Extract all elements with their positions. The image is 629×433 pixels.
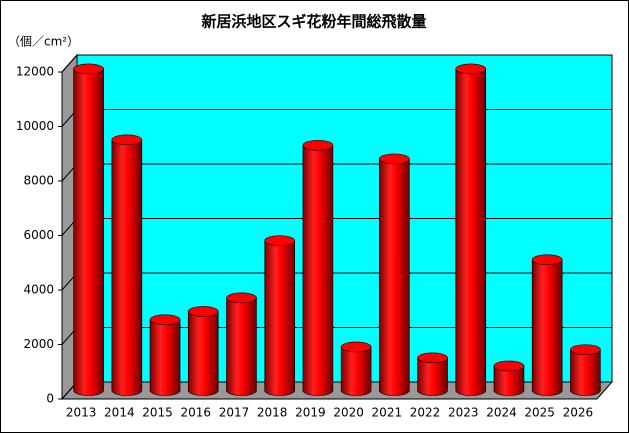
y-tick-label: 12000	[16, 65, 54, 79]
y-tick-label: 8000	[23, 174, 54, 188]
bar	[187, 311, 219, 396]
bar	[264, 240, 295, 396]
x-tick-label: 2014	[104, 406, 135, 420]
bar-top	[455, 63, 487, 75]
bar	[302, 144, 334, 396]
bar	[531, 259, 563, 396]
x-tick-label: 2013	[66, 406, 97, 420]
x-tick-label: 2016	[180, 406, 211, 420]
floor	[60, 381, 614, 400]
x-tick-label: 2015	[142, 406, 173, 420]
bar-top	[379, 153, 410, 165]
bar-top	[149, 314, 181, 325]
y-tick-label: 10000	[16, 119, 54, 133]
x-tick-label: 2018	[257, 406, 288, 420]
bar	[340, 346, 372, 396]
bar-top	[187, 306, 219, 317]
chart-title: 新居浜地区スギ花粉年間総飛散量	[201, 13, 426, 31]
y-tick-label: 6000	[23, 228, 54, 242]
bar	[111, 139, 143, 396]
x-tick-label: 2021	[372, 406, 403, 420]
bar	[149, 319, 181, 396]
bar	[493, 365, 525, 396]
x-tick-label: 2022	[410, 406, 441, 420]
y-tick-label: 2000	[23, 337, 54, 351]
bar-top	[111, 134, 143, 146]
bar-top	[340, 341, 372, 353]
bar	[455, 68, 487, 396]
bar	[226, 297, 257, 396]
bar-top	[226, 292, 257, 304]
bar-top	[73, 63, 104, 75]
bar-top	[531, 254, 563, 266]
grid-line	[61, 54, 612, 73]
bar-top	[570, 344, 601, 355]
bar-top	[264, 235, 295, 246]
bar	[73, 68, 104, 396]
x-tick-label: 2023	[448, 406, 479, 420]
bar	[570, 349, 601, 396]
bar	[379, 158, 410, 396]
bar-top	[417, 352, 448, 364]
x-tick-label: 2017	[219, 406, 250, 420]
x-tick-label: 2025	[524, 406, 555, 420]
bar-top	[493, 360, 525, 372]
y-tick-label: 4000	[23, 283, 54, 297]
x-tick-label: 2026	[563, 406, 594, 420]
bar-top	[302, 139, 334, 151]
x-tick-label: 2024	[486, 406, 517, 420]
y-tick-label: 0	[46, 392, 54, 406]
bar	[417, 357, 448, 396]
x-tick-label: 2019	[295, 406, 326, 420]
x-tick-label: 2020	[333, 406, 364, 420]
y-axis-label: （個／cm²）	[8, 35, 79, 49]
